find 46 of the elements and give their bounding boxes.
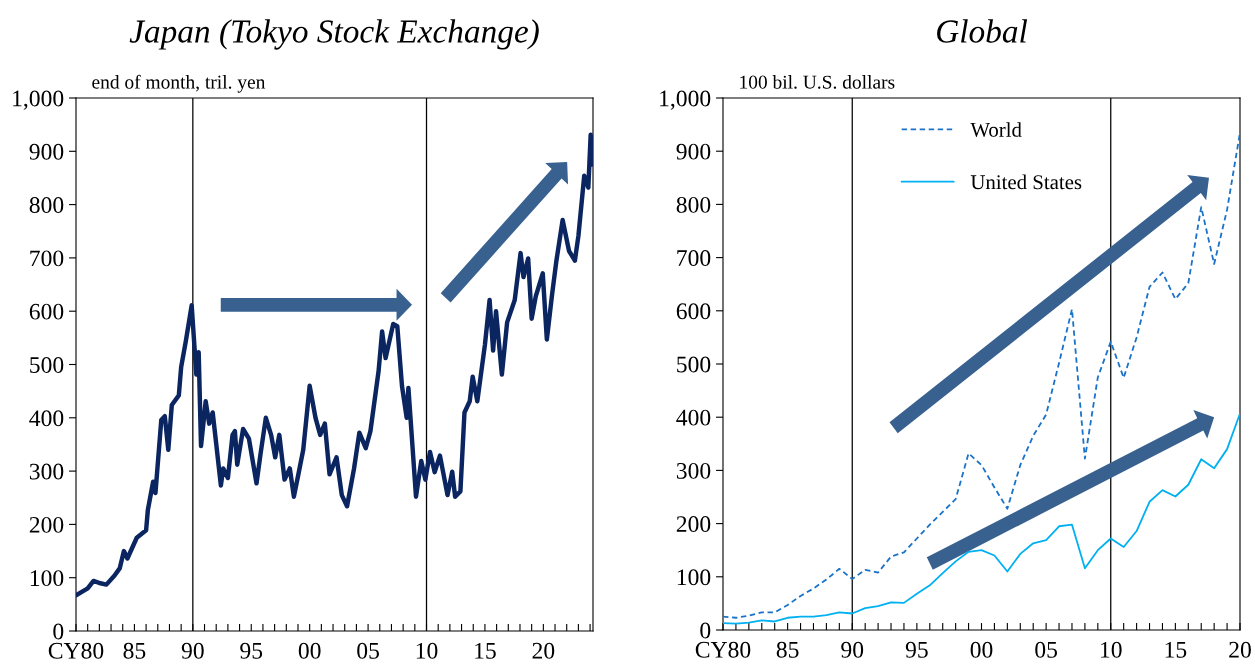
y-tick-label: 700 [677,250,711,267]
y-tick-label: 400 [676,409,711,426]
y-tick-label: 300 [676,462,711,479]
y-tick-label: 900 [29,143,64,160]
chart-title: Global [937,19,1028,43]
x-tick-label: 05 [1035,641,1058,658]
y-axis-title: 100 bil. U.S. dollars [740,75,895,89]
y-tick-label: 600 [29,303,64,320]
x-tick-label: 15 [475,642,496,659]
x-tick-label: 20 [532,642,555,659]
x-tick-label: 85 [123,642,146,659]
legend-label: United States [970,174,1082,190]
x-tick-label: 10 [416,642,438,659]
x-tick-label: CY80 [48,642,104,659]
y-tick-label: 200 [29,516,64,533]
y-tick-label: 100 [677,569,711,586]
x-tick-label: 90 [181,642,204,659]
x-tick-label: 90 [841,641,864,658]
x-tick-label: 95 [240,642,263,659]
x-tick-label: 10 [1101,641,1122,658]
y-tick-label: 900 [676,143,711,160]
y-tick-label: 400 [29,410,64,427]
y-tick-label: 1,000 [13,90,64,110]
legend-label: World [970,122,1022,137]
x-tick-label: 05 [357,642,379,659]
y-tick-label: 600 [676,303,711,320]
y-tick-label: 500 [677,356,711,373]
x-tick-label: 20 [1229,641,1251,658]
y-tick-label: 300 [29,463,64,480]
y-tick-label: 200 [676,516,711,533]
y-tick-label: 100 [30,570,64,587]
y-tick-label: 0 [53,623,64,640]
x-tick-label: CY80 [695,641,751,658]
y-tick-label: 800 [29,197,64,214]
y-tick-label: 1,000 [660,90,711,110]
x-tick-label: 95 [905,641,928,658]
x-tick-label: 85 [776,641,799,658]
y-tick-label: 500 [30,356,64,373]
x-tick-label: 00 [970,641,993,658]
chart-title: Japan (Tokyo Stock Exchange) [129,19,539,50]
y-tick-label: 800 [676,196,711,213]
x-tick-label: 15 [1165,641,1187,658]
y-axis-title: end of month, tril. yen [92,74,266,93]
x-tick-label: 00 [298,642,321,659]
y-tick-label: 0 [700,622,711,639]
y-tick-label: 700 [30,250,64,267]
